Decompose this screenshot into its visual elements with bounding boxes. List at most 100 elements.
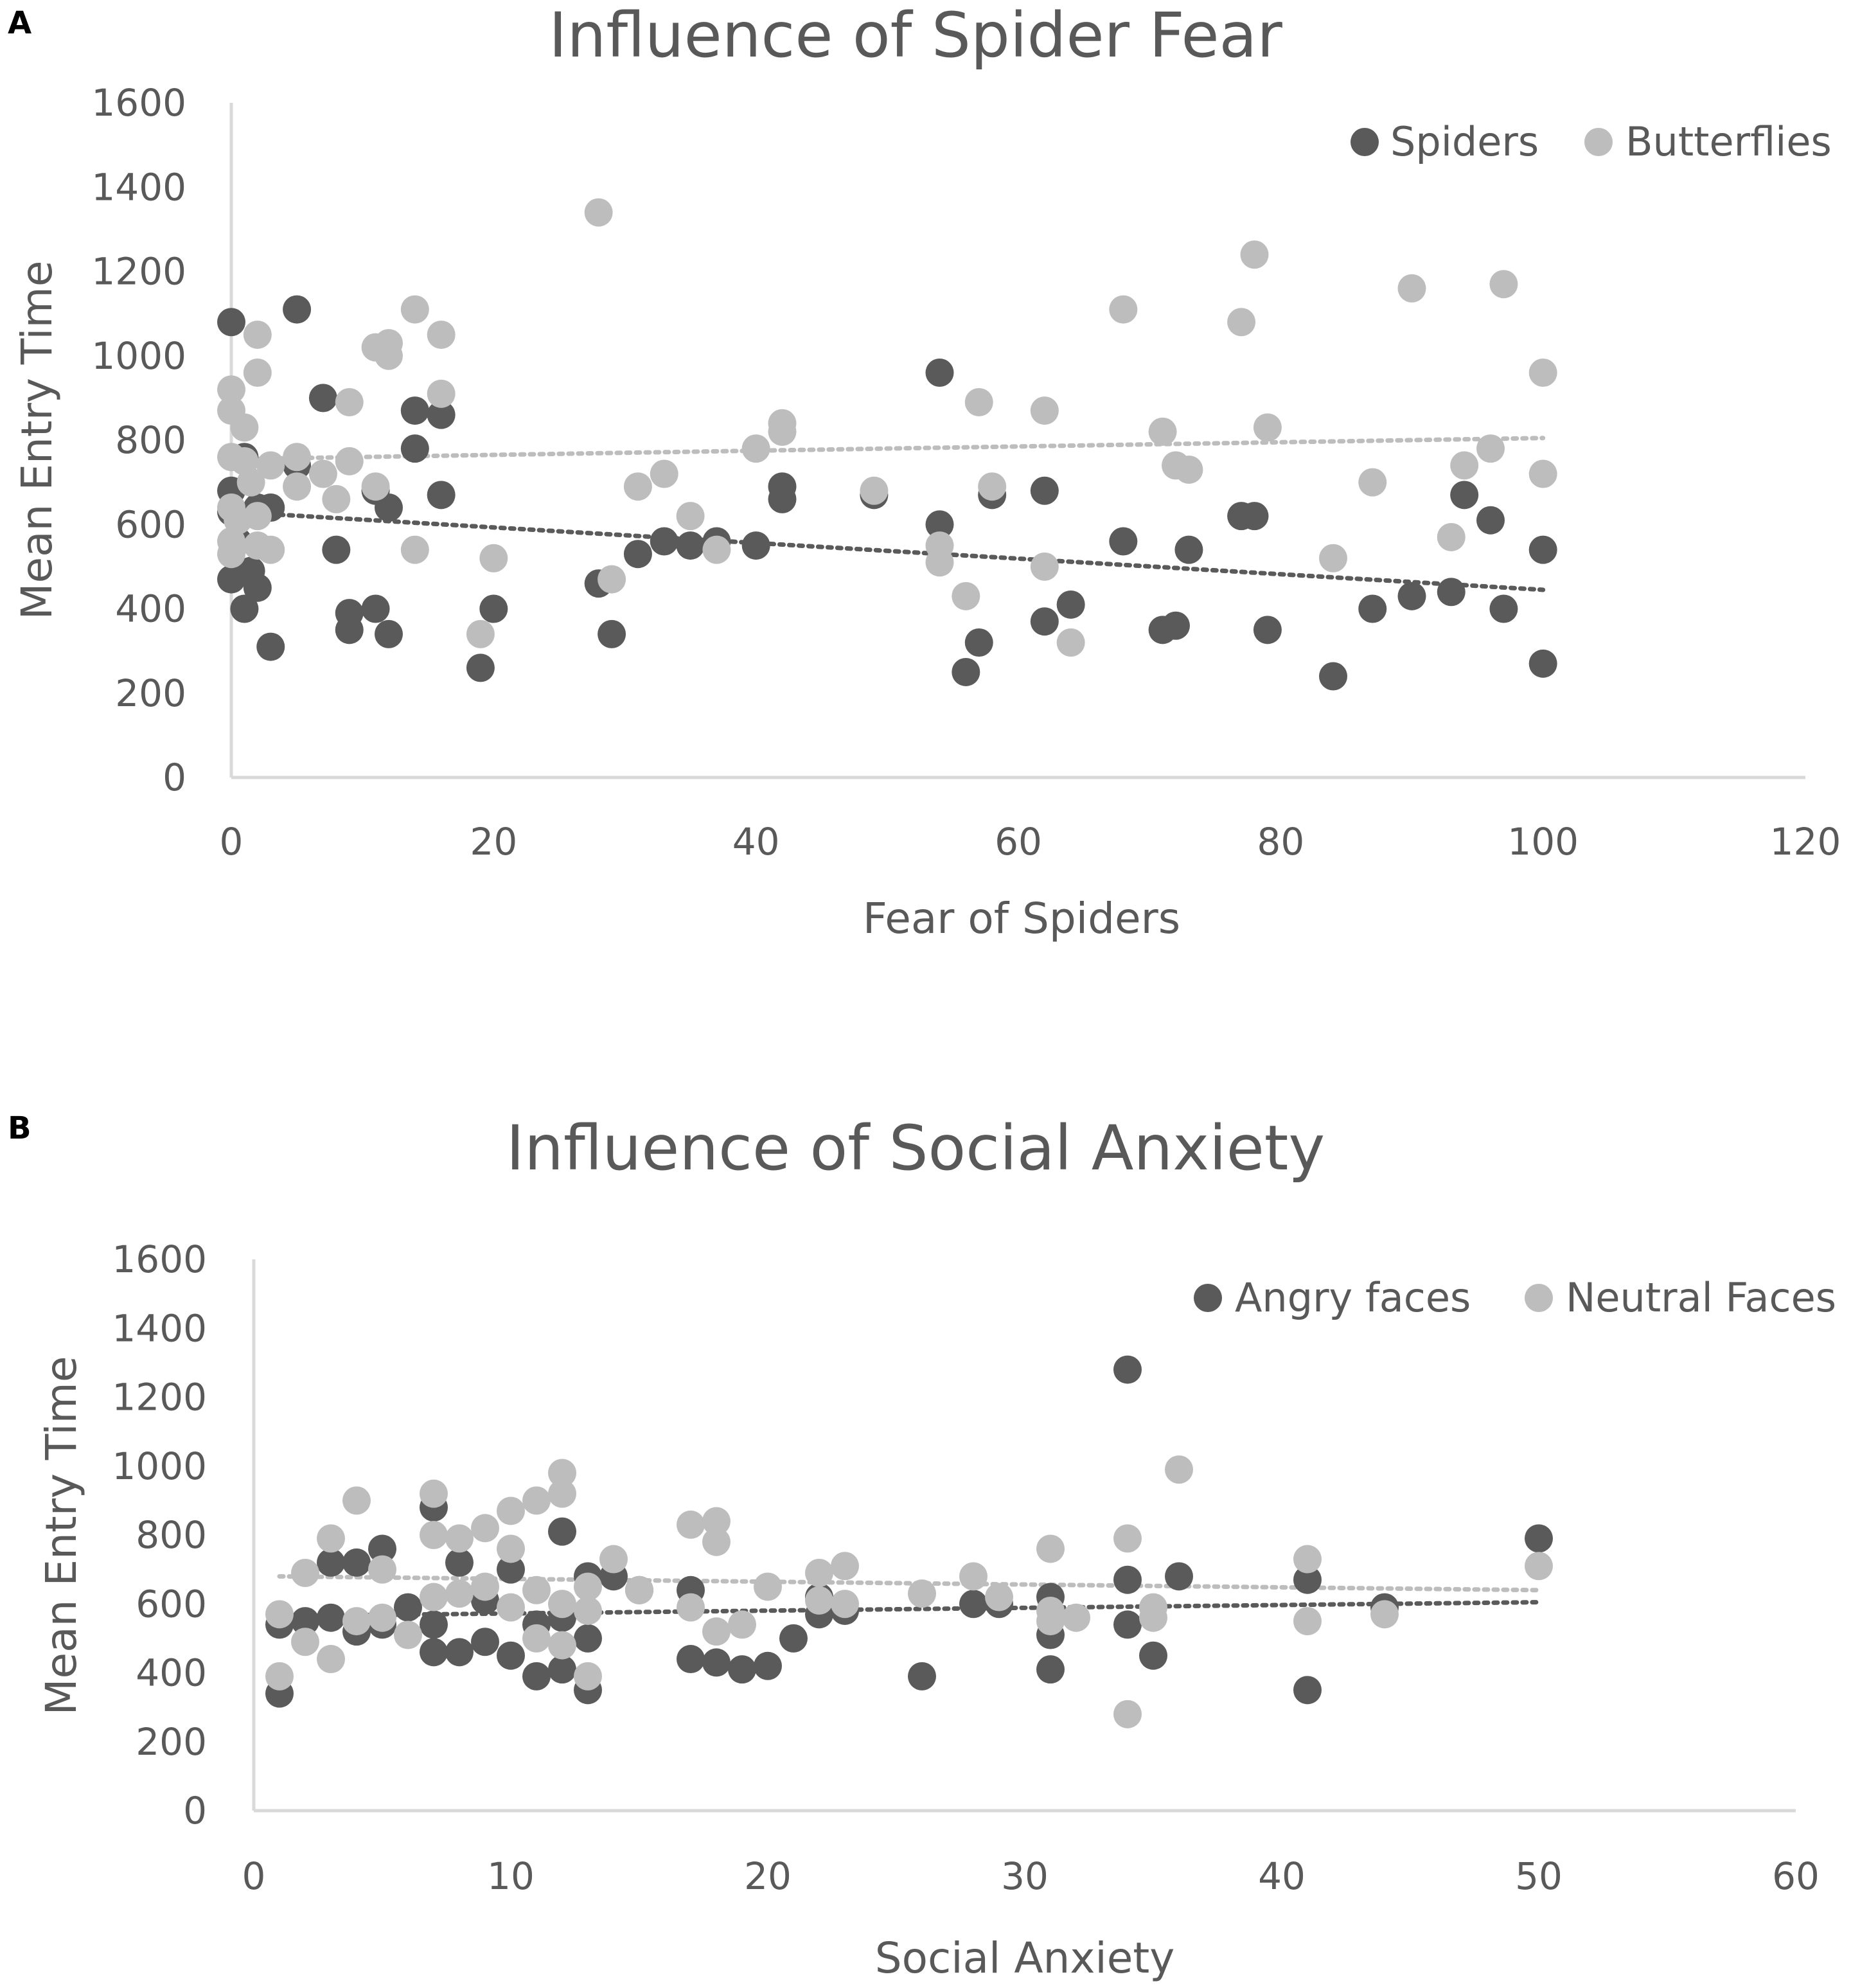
x-tick-label: 80 bbox=[1257, 820, 1304, 864]
data-point-series-1 bbox=[1253, 413, 1282, 442]
data-point-series-1 bbox=[702, 1527, 731, 1556]
panel-label: A bbox=[8, 5, 31, 41]
data-point-series-1 bbox=[702, 1507, 731, 1536]
data-point-series-1 bbox=[394, 1620, 422, 1649]
data-point-series-1 bbox=[599, 1545, 628, 1574]
data-point-series-0 bbox=[466, 653, 495, 682]
data-point-series-1 bbox=[925, 548, 954, 577]
legend: Spiders Butterflies bbox=[1351, 118, 1832, 165]
data-point-series-0 bbox=[548, 1517, 576, 1546]
data-point-series-1 bbox=[574, 1596, 602, 1625]
data-point-series-1 bbox=[1036, 1607, 1065, 1636]
data-points bbox=[265, 1355, 1553, 1728]
panel-a: A Influence of Spider Fear 0200400600800… bbox=[8, 0, 1841, 943]
data-point-series-1 bbox=[702, 535, 731, 564]
y-tick-label: 1200 bbox=[91, 250, 186, 294]
data-point-series-1 bbox=[676, 502, 705, 531]
data-point-series-1 bbox=[548, 1459, 576, 1487]
data-point-series-1 bbox=[243, 502, 272, 531]
data-point-series-1 bbox=[1437, 522, 1466, 551]
data-point-series-0 bbox=[256, 632, 285, 661]
data-point-series-0 bbox=[479, 594, 508, 623]
y-tick-label: 800 bbox=[115, 418, 186, 462]
legend-marker-series-0 bbox=[1194, 1284, 1222, 1312]
data-point-series-1 bbox=[1319, 544, 1347, 572]
data-point-series-1 bbox=[427, 320, 456, 349]
data-point-series-1 bbox=[1293, 1545, 1322, 1574]
data-point-series-0 bbox=[230, 594, 259, 623]
x-tick-labels: 0 10 20 30 40 50 60 bbox=[242, 1854, 1820, 1898]
data-point-series-1 bbox=[342, 1486, 371, 1515]
data-point-series-0 bbox=[728, 1655, 756, 1684]
data-point-series-1 bbox=[598, 565, 626, 594]
data-point-series-1 bbox=[1165, 1455, 1193, 1484]
data-point-series-1 bbox=[243, 359, 272, 387]
data-point-series-1 bbox=[650, 459, 678, 488]
data-point-series-0 bbox=[1036, 1655, 1065, 1684]
data-point-series-0 bbox=[471, 1628, 499, 1656]
data-point-series-0 bbox=[754, 1651, 782, 1680]
y-tick-label: 1400 bbox=[91, 165, 186, 209]
data-point-series-1 bbox=[497, 1593, 525, 1622]
data-point-series-1 bbox=[584, 198, 613, 227]
data-point-series-1 bbox=[1148, 417, 1177, 446]
data-point-series-0 bbox=[497, 1641, 525, 1670]
data-point-series-1 bbox=[522, 1486, 551, 1515]
data-point-series-1 bbox=[283, 472, 312, 501]
data-point-series-0 bbox=[959, 1590, 988, 1619]
data-point-series-1 bbox=[522, 1575, 551, 1604]
data-point-series-1 bbox=[1240, 240, 1269, 269]
y-tick-label: 0 bbox=[163, 756, 186, 799]
x-tick-label: 120 bbox=[1770, 820, 1841, 864]
data-point-series-1 bbox=[471, 1572, 499, 1601]
data-point-series-0 bbox=[375, 493, 403, 522]
x-axis-label: Fear of Spiders bbox=[863, 894, 1180, 943]
data-point-series-1 bbox=[522, 1624, 551, 1653]
legend-marker-series-1 bbox=[1525, 1284, 1553, 1312]
y-tick-label: 1200 bbox=[112, 1376, 207, 1419]
legend-label-series-1: Neutral Faces bbox=[1566, 1274, 1836, 1321]
data-point-series-1 bbox=[1293, 1607, 1322, 1636]
data-point-series-1 bbox=[805, 1558, 833, 1587]
data-point-series-0 bbox=[342, 1548, 371, 1577]
data-point-series-0 bbox=[361, 594, 390, 623]
data-point-series-1 bbox=[497, 1534, 525, 1563]
data-point-series-1 bbox=[1062, 1603, 1090, 1632]
data-point-series-1 bbox=[625, 1575, 653, 1604]
data-point-series-1 bbox=[1109, 295, 1138, 324]
data-point-series-1 bbox=[471, 1514, 499, 1543]
data-point-series-1 bbox=[317, 1524, 345, 1553]
data-point-series-0 bbox=[741, 531, 770, 560]
data-point-series-1 bbox=[317, 1645, 345, 1674]
data-point-series-0 bbox=[335, 616, 364, 644]
x-tick-label: 30 bbox=[1001, 1854, 1049, 1898]
x-tick-label: 100 bbox=[1507, 820, 1579, 864]
data-point-series-0 bbox=[394, 1593, 422, 1622]
data-point-series-1 bbox=[1370, 1600, 1399, 1629]
data-point-series-1 bbox=[548, 1479, 576, 1508]
data-point-series-1 bbox=[335, 387, 364, 416]
y-tick-label: 1600 bbox=[112, 1238, 207, 1281]
data-point-series-1 bbox=[1528, 359, 1557, 387]
data-point-series-0 bbox=[400, 396, 429, 425]
data-point-series-1 bbox=[768, 417, 797, 446]
data-point-series-0 bbox=[1319, 662, 1347, 691]
legend: Angry faces Neutral Faces bbox=[1194, 1274, 1836, 1321]
data-point-series-0 bbox=[497, 1555, 525, 1584]
data-point-series-1 bbox=[291, 1558, 319, 1587]
data-point-series-1 bbox=[831, 1552, 859, 1581]
data-point-series-1 bbox=[368, 1555, 396, 1584]
data-point-series-0 bbox=[1030, 607, 1059, 636]
data-point-series-1 bbox=[342, 1607, 371, 1636]
data-point-series-0 bbox=[1397, 581, 1426, 610]
y-tick-label: 200 bbox=[115, 671, 186, 715]
data-point-series-1 bbox=[978, 472, 1007, 501]
data-point-series-0 bbox=[1139, 1641, 1167, 1670]
data-point-series-1 bbox=[959, 1562, 988, 1591]
data-point-series-1 bbox=[831, 1590, 859, 1619]
data-point-series-1 bbox=[375, 341, 403, 370]
data-point-series-1 bbox=[427, 379, 456, 408]
y-tick-label: 1000 bbox=[112, 1444, 207, 1488]
data-point-series-0 bbox=[779, 1624, 808, 1653]
data-point-series-0 bbox=[650, 527, 678, 556]
